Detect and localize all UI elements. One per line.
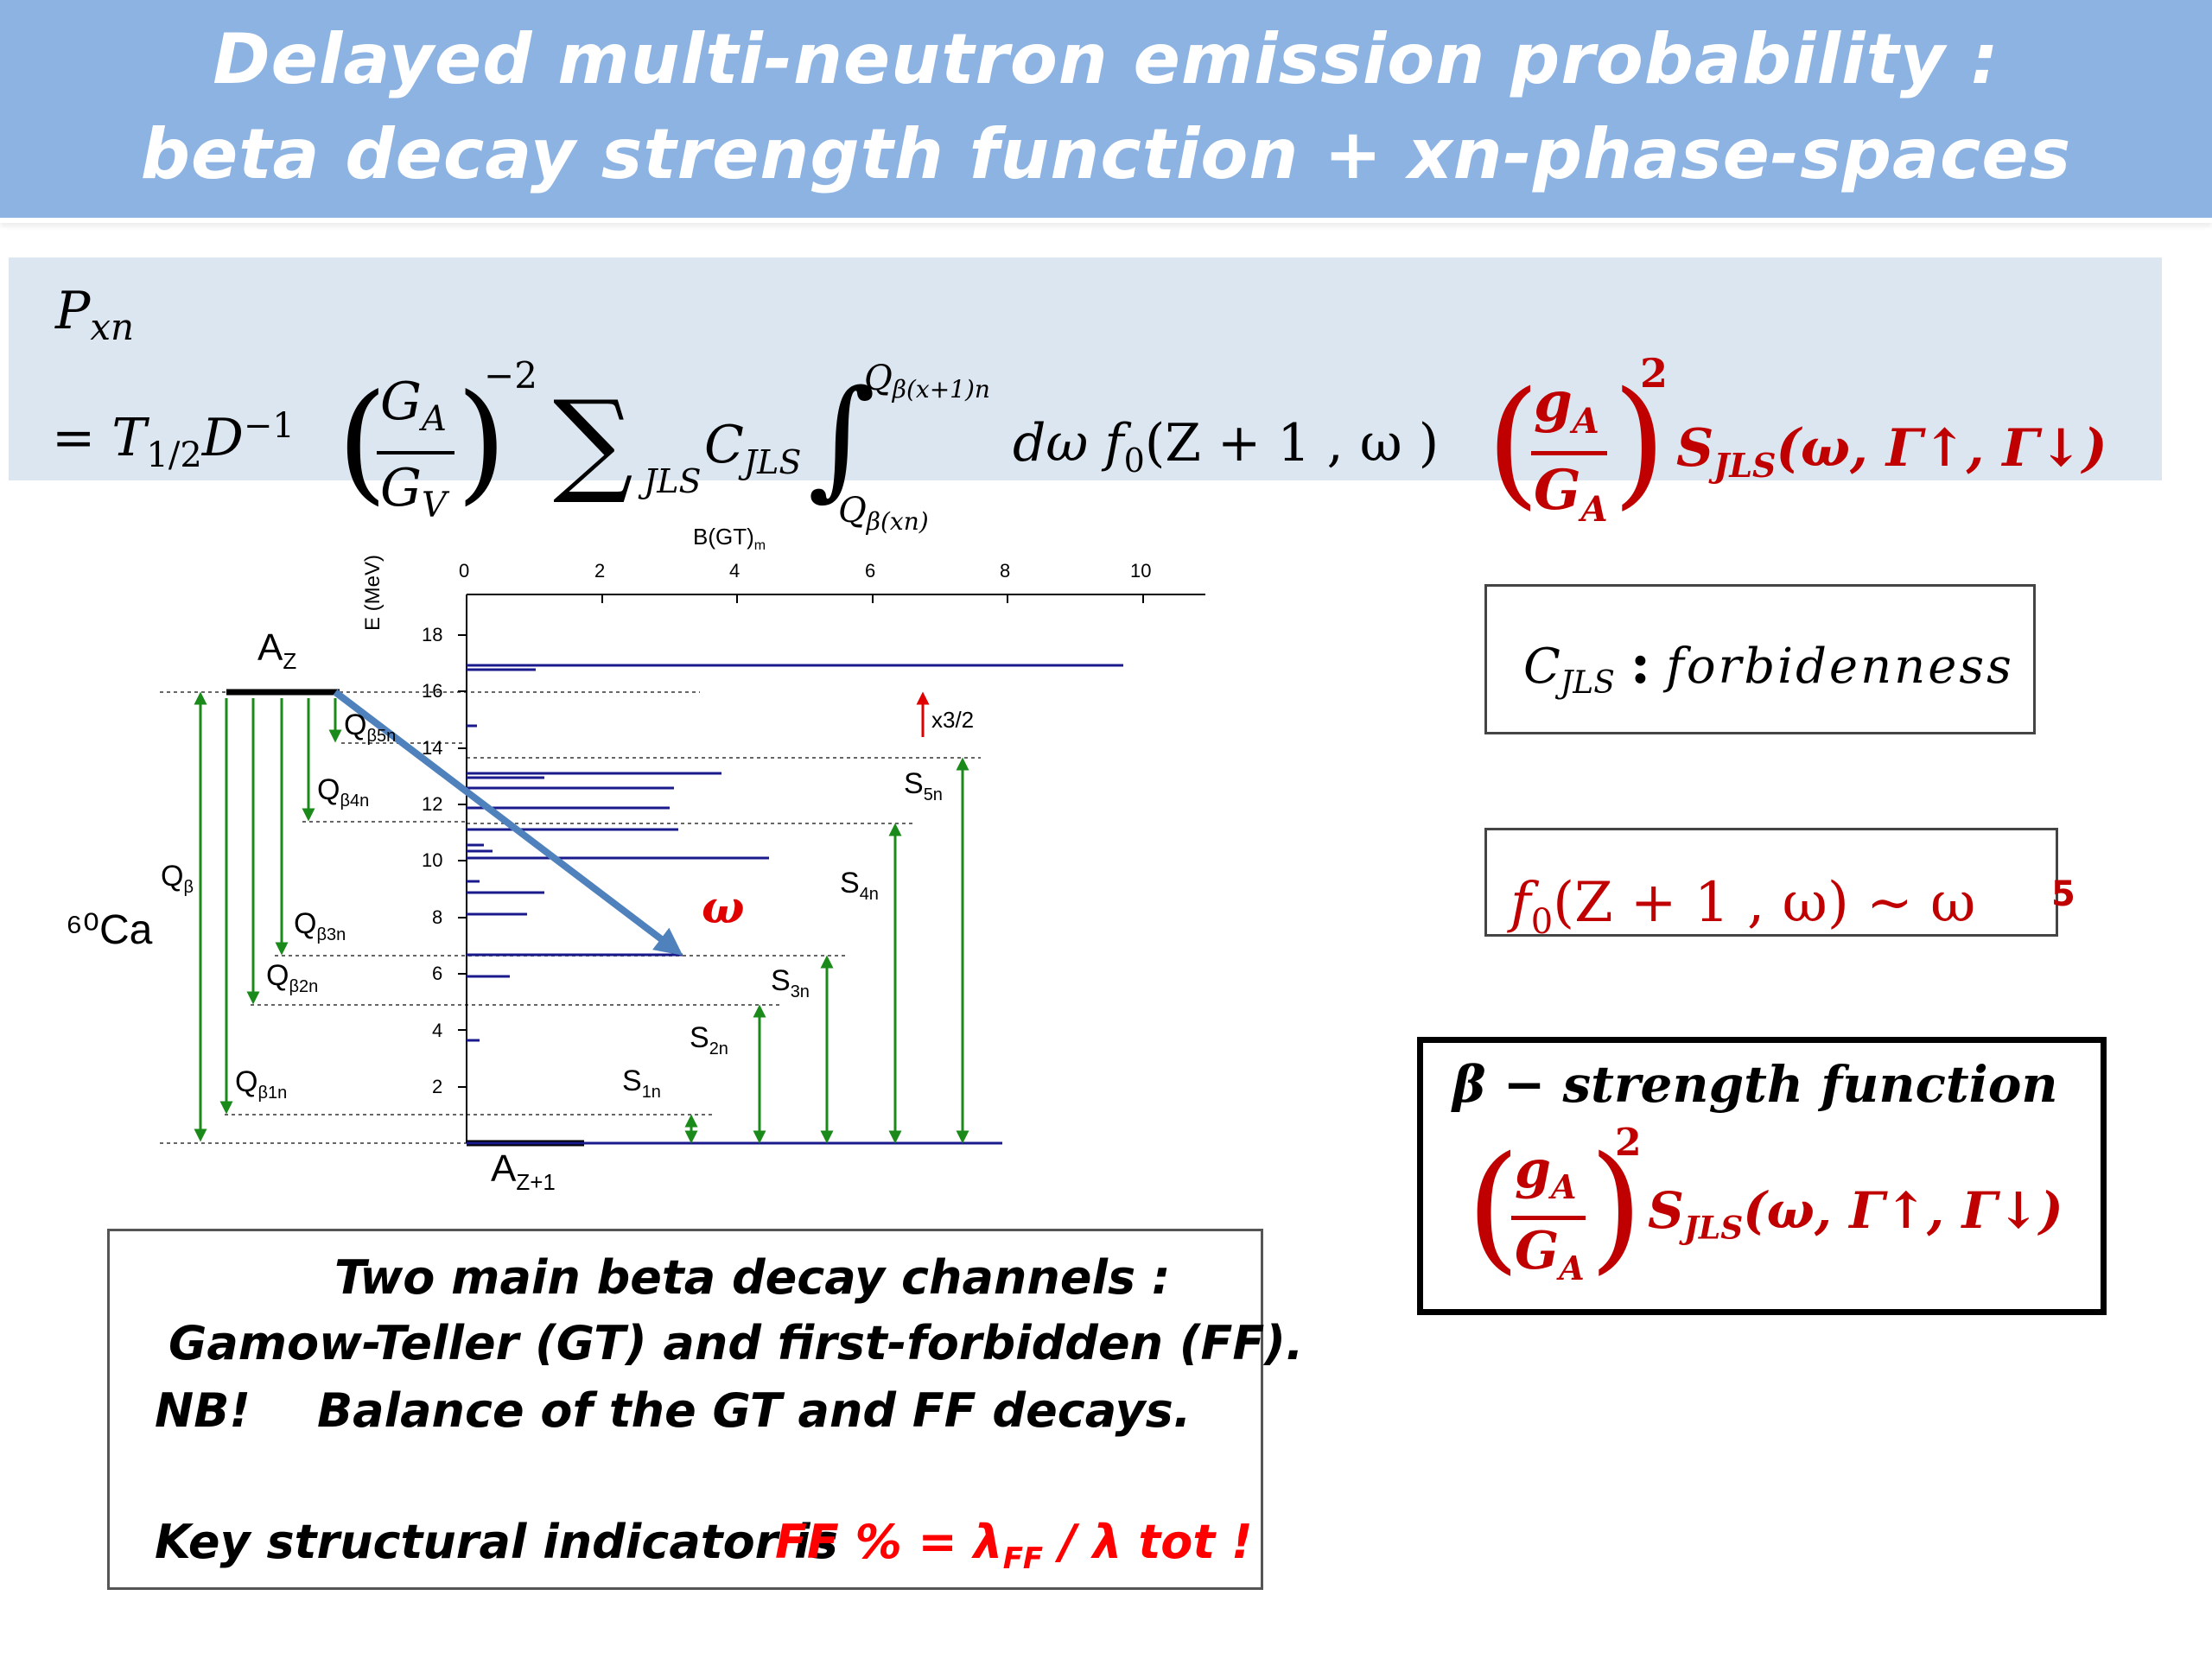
title-line-2: beta decay strength function + xn-phase-… — [140, 114, 2072, 194]
x-tick-6: 6 — [865, 560, 876, 582]
ratio-exponent: −2 — [484, 354, 537, 397]
q-b5n-label: Qβ5n — [344, 709, 397, 746]
y-axis-title: E (MeV) — [361, 554, 385, 631]
integral-lower: Qβ(xn) — [838, 491, 929, 536]
q-beta-label: Qβ — [161, 860, 194, 897]
note-line-4a: Key structural indicator is — [155, 1515, 838, 1569]
sum-subscript: JLS — [644, 462, 702, 500]
x-ticks-marks — [466, 594, 1144, 603]
paren-right-1: ) — [456, 367, 507, 518]
beta-paren-left: ( — [1466, 1126, 1521, 1287]
note-line-4b: FF % = λFF / λ tot ! — [775, 1515, 1253, 1576]
q-b4n-label: Qβ4n — [317, 773, 370, 810]
note-line-1: Two main beta decay channels : — [334, 1250, 1171, 1305]
formula-equals-t: = T1/2D−1 — [52, 406, 295, 475]
y-tick-16: 16 — [422, 680, 443, 702]
f0-text: f0(Z + 1 , ω) ~ ω — [1510, 871, 1976, 942]
coefficient: CJLS — [704, 415, 802, 481]
y-tick-6: 6 — [432, 963, 443, 984]
decay-arrow — [333, 689, 683, 956]
q-arrows — [194, 691, 342, 1142]
x-tick-2: 2 — [594, 560, 606, 582]
formula-band — [9, 257, 2162, 480]
gA-bar — [1531, 451, 1607, 455]
s5n-label: S5n — [904, 767, 943, 804]
title-banner: Delayed multi-neutron emission probabili… — [0, 0, 2212, 223]
gA-denominator: GA — [1534, 458, 1608, 530]
q-b1n-label: Qβ1n — [235, 1065, 288, 1103]
scale-note: x3/2 — [931, 707, 975, 733]
paren-left-1: ( — [337, 367, 388, 518]
note-box: Two main beta decay channels : Gamow-Tel… — [107, 1229, 1303, 1590]
x-tick-8: 8 — [1000, 560, 1011, 582]
y-tick-4: 4 — [432, 1020, 443, 1041]
f0-box — [1484, 828, 2058, 937]
q-b2n-label: Qβ2n — [266, 959, 319, 996]
beta-numerator: gA — [1515, 1140, 1577, 1206]
y-tick-10: 10 — [422, 849, 443, 871]
y-tick-18: 18 — [422, 624, 443, 645]
paren-right-2: ) — [1612, 361, 1667, 523]
sum-symbol: ∑ — [553, 376, 633, 507]
y-ticks-marks — [458, 634, 467, 1088]
x-tick-10: 10 — [1130, 560, 1152, 582]
s-arrows — [684, 757, 969, 1144]
ratio-denominator: GV — [380, 458, 447, 525]
x-tick-4: 4 — [729, 560, 741, 582]
beta-bar — [1511, 1216, 1586, 1220]
s3n-label: S3n — [771, 964, 810, 1001]
cjls-box: CJLS : forbidenness — [1484, 584, 2036, 734]
y-tick-14: 14 — [422, 737, 443, 759]
ratio-numerator: GA — [380, 372, 447, 439]
title-line-1: Delayed multi-neutron emission probabili… — [213, 19, 1999, 99]
note-line-3a: NB! — [155, 1383, 251, 1438]
y-tick-12: 12 — [422, 793, 443, 815]
beta-strength: SJLS(ω, Γ↑, Γ↓) — [1648, 1181, 2063, 1247]
beta-strength-box: β − strength function ( gA GA ) 2 SJLS(ω… — [1417, 1037, 2107, 1315]
s4n-label: S4n — [840, 867, 879, 904]
x-tick-0: 0 — [459, 560, 470, 582]
formula-lhs: Pxn — [55, 281, 135, 348]
s2n-label: S2n — [690, 1021, 728, 1058]
strength-lines — [467, 664, 1123, 1145]
cjls-text: CJLS : forbidenness — [1523, 632, 2014, 702]
note-line-2: Gamow-Teller (GT) and first-forbidden (F… — [168, 1316, 1304, 1370]
y-tick-2: 2 — [432, 1076, 443, 1097]
integrand: dω f0(Z + 1 , ω ) — [1013, 413, 1440, 480]
strength-function: SJLS(ω, Γ↑, Γ↓) — [1676, 418, 2107, 485]
ratio-bar — [377, 451, 454, 454]
y-tick-8: 8 — [432, 906, 443, 928]
note-line-3b: Balance of the GT and FF decays. — [317, 1383, 1192, 1438]
q-b3n-label: Qβ3n — [294, 907, 346, 944]
beta-paren-right: ) — [1589, 1126, 1643, 1287]
beta-heading: β − strength function — [1452, 1055, 2058, 1114]
x-axis-title: B(GT)m — [693, 524, 766, 554]
integral-upper: Qβ(x+1)n — [864, 359, 990, 404]
s1n-label: S1n — [622, 1065, 661, 1102]
omega-label: ω — [702, 881, 745, 934]
f0-power: 5 — [2051, 874, 2075, 914]
integral-symbol: ∫ — [808, 363, 876, 513]
gA-numerator: gA — [1534, 370, 1599, 442]
paren-left-2: ( — [1486, 361, 1541, 523]
parent-label: AZ — [257, 626, 297, 674]
beta-exponent: 2 — [1615, 1121, 1642, 1165]
beta-denominator: GA — [1515, 1221, 1585, 1287]
gA-exponent: 2 — [1640, 350, 1669, 397]
daughter-label: AZ+1 — [491, 1147, 556, 1195]
nucleus-label: ⁶⁰Ca — [66, 907, 153, 953]
